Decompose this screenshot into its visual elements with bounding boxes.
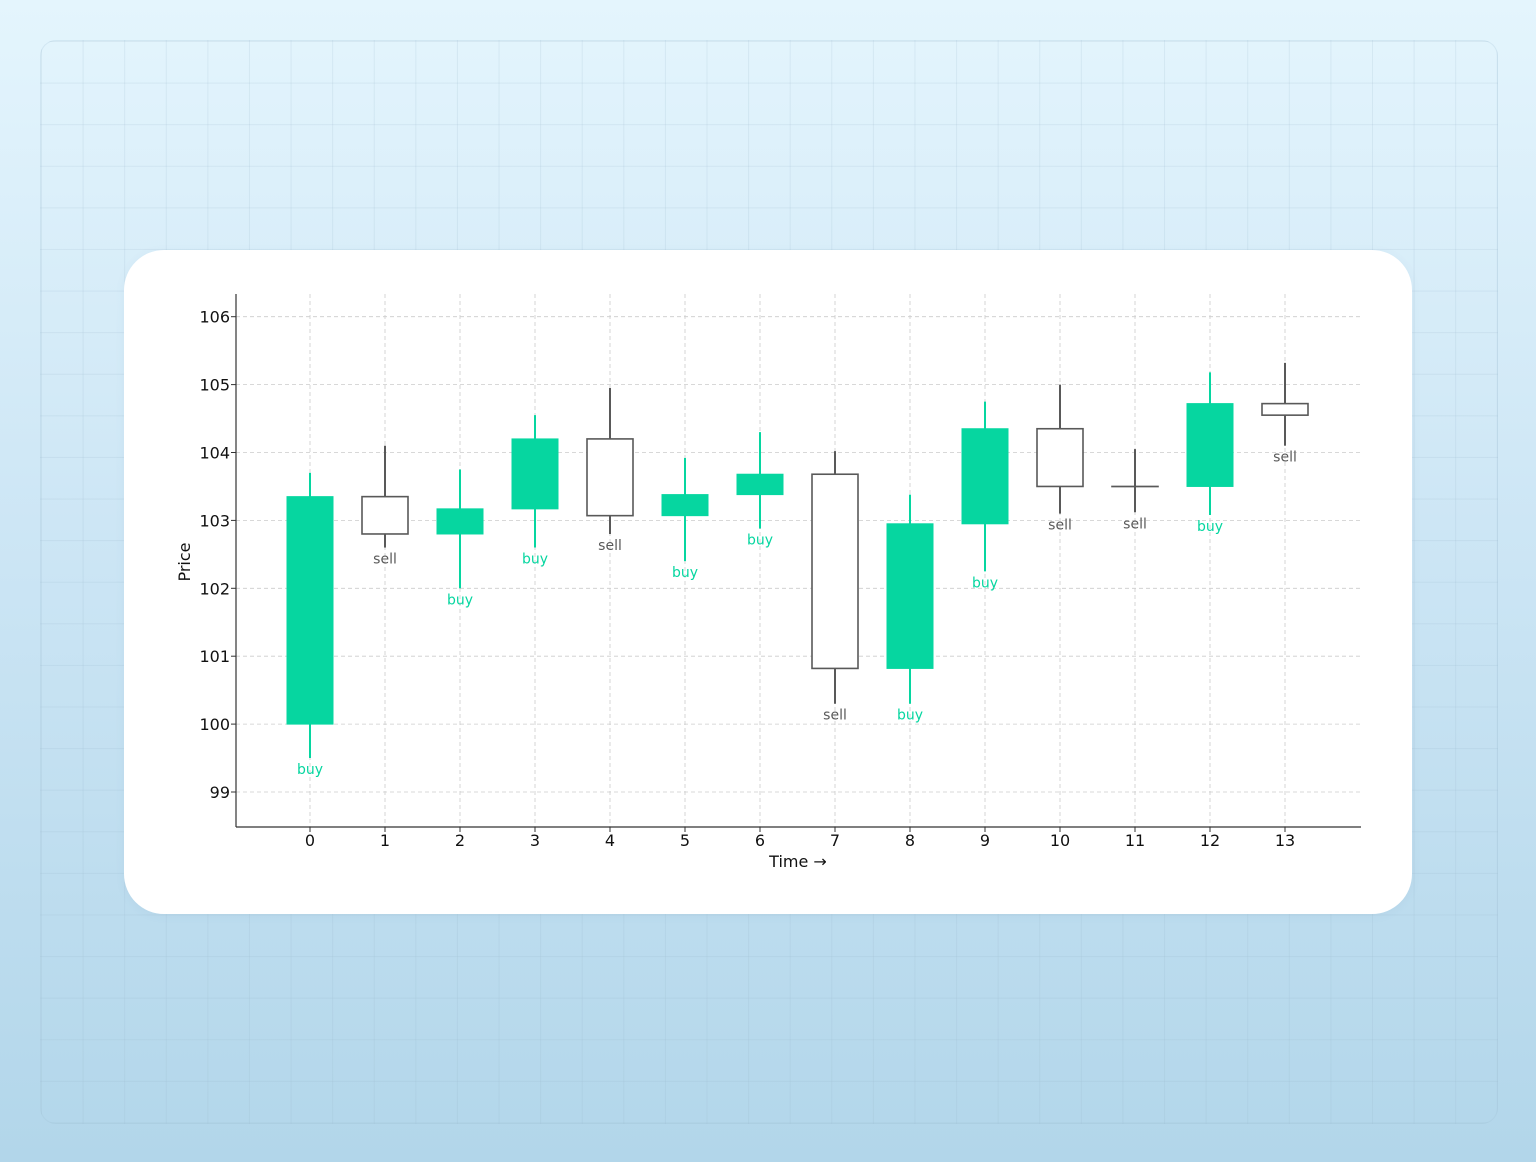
candle-1 [361,445,409,548]
x-tick-label: 8 [905,831,915,850]
y-tick-label: 99 [210,783,230,802]
candle-body [1186,403,1234,487]
y-axis-label: Price [175,542,194,581]
candle-12 [1186,372,1234,515]
x-tick-label: 0 [305,831,315,850]
signal-label: buy [447,592,473,608]
candle-body [586,438,634,517]
candle-0 [286,472,334,759]
candle-body [1036,427,1084,488]
signal-label: sell [1273,450,1297,466]
x-tick-label: 6 [755,831,765,850]
candle-6 [736,432,784,529]
candles [286,362,1309,759]
signal-label: buy [747,533,773,549]
candle-body [1261,402,1309,416]
y-tick-label: 100 [199,715,230,734]
signal-label: buy [897,708,923,724]
candlestick-chart: 0 1 2 3 4 5 6 7 8 9 10 11 12 139910010110210310410510… [175,294,1361,871]
y-tick-label: 102 [199,579,230,598]
signal-label: buy [972,575,998,591]
candle-13 [1261,362,1309,446]
x-tick-label: 4 [605,831,615,850]
signal-label: sell [1048,518,1072,534]
candle-8 [886,494,934,704]
candle-5 [661,457,709,562]
candle-body [736,473,784,496]
chart-card: 0 1 2 3 4 5 6 7 8 9 10 11 12 13 99 100 101 102 103 104 105 10… [124,250,1412,914]
y-tick-label: 104 [199,444,230,463]
axes: 0 1 2 3 4 5 6 7 8 9 10 11 12 139910010110210310410510… [199,294,1361,850]
signal-label: buy [672,565,698,581]
candle-body [286,496,334,725]
candle-9 [961,401,1009,572]
candle-7 [811,451,859,704]
x-tick-label: 3 [530,831,540,850]
grid-lines [236,294,1361,827]
signal-label: sell [823,708,847,724]
y-tick-label: 106 [199,308,230,327]
x-tick-label: 13 [1275,831,1295,850]
candle-2 [436,469,484,589]
candle-body [361,495,409,535]
candle-body [511,438,559,510]
y-tick-label: 103 [199,511,230,530]
candle-body [811,473,859,670]
x-tick-label: 10 [1050,831,1070,850]
candle-body [961,428,1009,525]
candle-body [886,523,934,669]
candle-10 [1036,384,1084,514]
x-tick-label: 12 [1200,831,1220,850]
x-tick-label: 9 [980,831,990,850]
signal-label: sell [598,538,622,554]
candle-body [436,508,484,535]
signal-label: buy [522,552,548,568]
x-axis-label: Time → [768,852,827,871]
candle-3 [511,415,559,548]
x-tick-label: 7 [830,831,840,850]
x-tick-label: 1 [380,831,390,850]
candle-4 [586,387,634,534]
signal-label: buy [297,762,323,778]
signal-label: sell [1123,516,1147,532]
y-tick-label: 105 [199,376,230,395]
candle-labels: buy sell buy buy sell buy buy sell buy buy sell sel… [297,450,1297,778]
x-tick-label: 5 [680,831,690,850]
x-tick-label: 2 [455,831,465,850]
candle-body [661,494,709,517]
signal-label: sell [373,552,397,568]
signal-label: buy [1197,519,1223,535]
x-tick-label: 11 [1125,831,1145,850]
candle-11 [1111,449,1159,513]
y-tick-label: 101 [199,647,230,666]
